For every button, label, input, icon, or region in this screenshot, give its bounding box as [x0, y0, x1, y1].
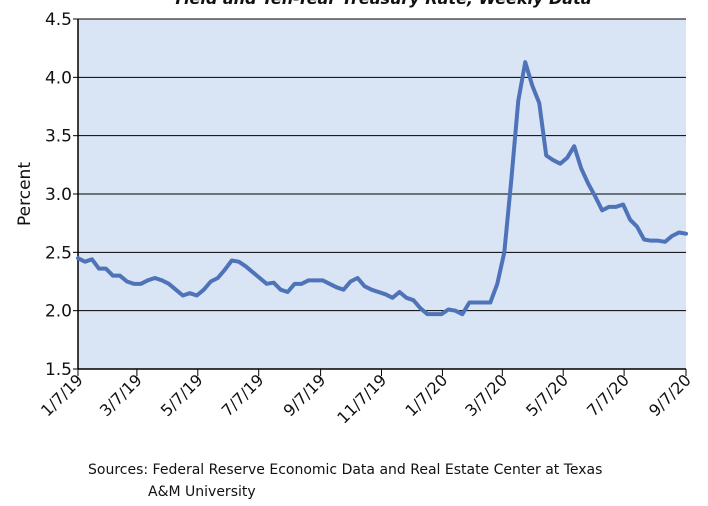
source-line: Sources: Federal Reserve Economic Data a…	[88, 462, 602, 478]
y-tick-label: 4.0	[45, 68, 72, 88]
x-tick-label: 3/7/20	[461, 370, 511, 420]
x-tick-label: 3/7/19	[96, 370, 146, 420]
y-tick-label: 3.5	[45, 127, 72, 147]
chart-title: Yield and Ten-Year Treasury Rate, Weekly…	[172, 0, 591, 8]
y-tick-label: 4.5	[45, 10, 72, 30]
x-tick-label: 9/7/20	[645, 370, 695, 420]
y-tick-label: 1.5	[45, 360, 72, 380]
y-tick-label: 2.5	[45, 243, 72, 263]
x-tick-label: 1/7/20	[401, 370, 451, 420]
y-tick-label: 2.0	[45, 302, 72, 322]
x-tick-label: 7/7/19	[218, 370, 268, 420]
y-axis-label: Percent	[15, 162, 35, 226]
x-tick-label: 5/7/20	[522, 370, 572, 420]
data-line	[76, 60, 688, 317]
x-tick-label: 7/7/20	[583, 370, 633, 420]
source-line: A&M University	[148, 484, 256, 500]
x-tick-label: 5/7/19	[157, 370, 207, 420]
x-tick-label: 11/7/19	[333, 370, 390, 427]
y-tick-label: 3.0	[45, 185, 72, 205]
x-tick-label: 9/7/19	[280, 370, 330, 420]
